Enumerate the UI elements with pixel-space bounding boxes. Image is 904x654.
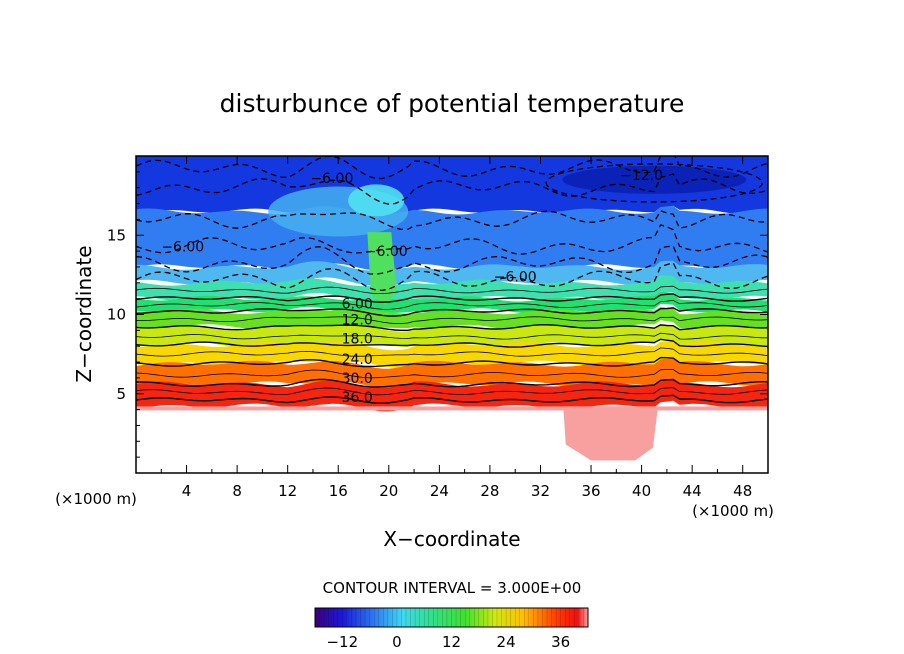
y-tick-label: 10 xyxy=(107,306,126,324)
colorbar: −12 0 12 24 36 xyxy=(314,607,589,651)
cold-core-region xyxy=(562,165,747,194)
contour-label: 18.0 xyxy=(342,331,373,347)
contour-label: −12.0 xyxy=(620,168,663,184)
x-tick-label: 8 xyxy=(232,482,242,500)
colorbar-tick-label: 12 xyxy=(442,633,461,651)
contour-line xyxy=(136,387,768,396)
contour-label: 12.0 xyxy=(342,312,373,328)
y-axis-ticks: 5 10 15 xyxy=(107,171,768,458)
contour-line xyxy=(136,347,768,357)
contour-label: 36.0 xyxy=(342,390,373,406)
contour-fill-0 xyxy=(136,275,768,303)
contour-line-negative xyxy=(545,163,763,203)
contour-label: 24.0 xyxy=(342,352,373,368)
colorbar-segments xyxy=(319,608,584,627)
x-tick-label: 32 xyxy=(531,482,550,500)
x-tick-label: 36 xyxy=(581,482,600,500)
contour-label: −6.00 xyxy=(365,244,408,260)
contour-line-negative xyxy=(136,262,768,292)
updraft-plume xyxy=(367,232,397,305)
contour-label: −6.00 xyxy=(310,171,353,187)
x-tick-label: 24 xyxy=(430,482,449,500)
contour-lines xyxy=(136,156,768,404)
contour-line xyxy=(136,356,768,368)
x-tick-label: 44 xyxy=(683,482,702,500)
contour-line xyxy=(136,338,768,348)
contour-line xyxy=(136,299,768,310)
contour-line xyxy=(136,285,768,294)
x-axis-ticks: 4 8 12 16 20 24 28 32 36 40 44 48 xyxy=(160,156,752,500)
contour-label: −6.00 xyxy=(494,269,537,285)
colorbar-ticks: −12 0 12 24 36 xyxy=(326,633,570,651)
x-axis-label: X−coordinate xyxy=(383,527,520,551)
contour-line xyxy=(136,316,768,324)
x-tick-label: 40 xyxy=(632,482,651,500)
contour-line-negative xyxy=(136,156,768,180)
x-tick-label: 12 xyxy=(278,482,297,500)
contour-fill--3 xyxy=(136,260,768,286)
y-tick-label: 15 xyxy=(107,226,126,244)
contour-label: 6.00 xyxy=(342,296,373,312)
y-unit-label: (×1000 m) xyxy=(55,490,137,508)
contour-line xyxy=(136,394,768,404)
x-tick-label: 20 xyxy=(379,482,398,500)
colorbar-tick-label: 24 xyxy=(497,633,516,651)
x-tick-label: 48 xyxy=(733,482,752,500)
contour-line-negative xyxy=(136,210,768,231)
plot-area xyxy=(136,156,768,473)
contour-line-negative xyxy=(136,173,768,205)
contour-line xyxy=(136,332,768,340)
contour-label: 30.0 xyxy=(342,371,373,387)
x-tick-label: 28 xyxy=(480,482,499,500)
contour-line xyxy=(136,293,768,303)
y-axis-label: Z−coordinate xyxy=(72,245,96,382)
y-tick-label: 5 xyxy=(116,385,126,403)
chart-title: disturbunce of potential temperature xyxy=(220,89,685,118)
colorbar-frame xyxy=(314,607,589,628)
contour-line xyxy=(136,369,768,379)
contour-fill-36 xyxy=(136,378,768,412)
x-tick-label: 4 xyxy=(182,482,192,500)
contour-line xyxy=(136,324,768,331)
colorbar-tick-label: 36 xyxy=(551,633,570,651)
contour-interval-label: CONTOUR INTERVAL = 3.000E+00 xyxy=(323,579,582,597)
warm-surface-band xyxy=(136,406,768,411)
colorbar-tick-label: −12 xyxy=(326,633,358,651)
contour-line xyxy=(136,378,768,388)
contour-line xyxy=(136,307,768,317)
contour-line-negative xyxy=(136,224,768,255)
colorbar-tick-label: 0 xyxy=(392,633,402,651)
x-unit-label: (×1000 m) xyxy=(692,502,774,520)
contour-label: −6.00 xyxy=(161,239,204,255)
warm-anomaly-patch xyxy=(563,406,659,461)
x-tick-label: 16 xyxy=(329,482,348,500)
